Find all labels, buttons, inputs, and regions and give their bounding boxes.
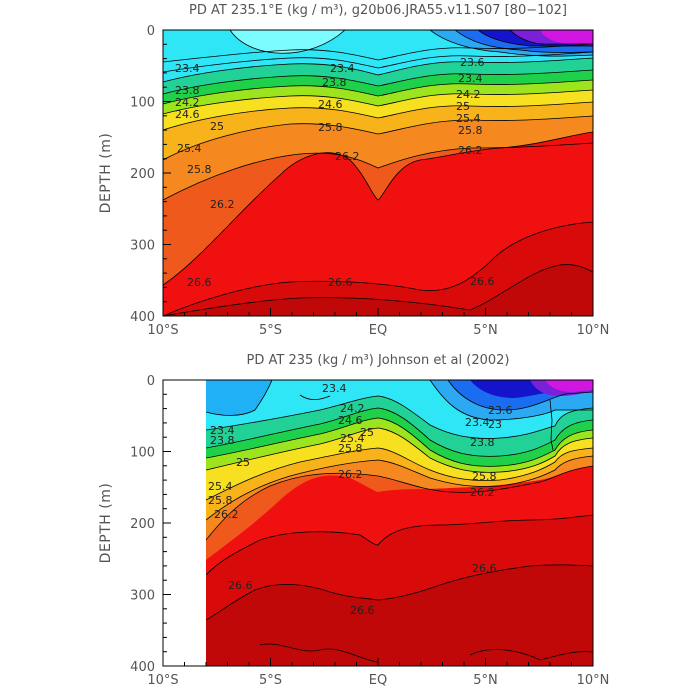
x-tick-label: 10°N (577, 673, 610, 688)
contour-label: 26.2 (338, 468, 363, 481)
contour-label: 23.6 (460, 56, 485, 69)
panel-top: PD AT 235.1°E (kg / m³), g20b06.JRA55.v1… (98, 3, 609, 338)
contour-label: 23.4 (175, 62, 200, 75)
panel-bottom-y-axis-label: DEPTH (m) (98, 483, 114, 564)
y-tick-label: 100 (130, 446, 155, 461)
panel-top-contour-labels: 23.4 23.4 23.6 23.8 23.8 24.2 24.6 24.6 … (175, 56, 495, 289)
band-light-blue-west (206, 380, 272, 416)
contour-label: 25.8 (208, 494, 233, 507)
x-tick-label: EQ (369, 323, 387, 338)
y-tick-label: 400 (130, 310, 155, 325)
contour-label: 26.6 (228, 579, 253, 592)
contour-label: 24.2 (456, 88, 481, 101)
contour-label: 25.8 (338, 442, 363, 455)
contour-label: 23 (488, 418, 502, 431)
x-tick-label: 5°N (473, 673, 498, 688)
panel-bottom-contourf: 23.4 23.4 23.4 23.8 23.8 24.2 24.6 25 25… (206, 380, 593, 666)
y-tick-label: 300 (130, 589, 155, 604)
panel-bottom-axes: 10°S 5°S EQ 5°N 10°N 0 100 200 300 400 (130, 374, 609, 688)
contour-label: 25.8 (472, 470, 497, 483)
contour-label: 25.8 (187, 163, 212, 176)
y-tick-label: 0 (147, 374, 155, 389)
contour-label: 25 (456, 100, 470, 113)
x-tick-label: 10°N (577, 323, 610, 338)
contour-label: 25.8 (458, 124, 483, 137)
panel-bottom-contour-lines (206, 380, 593, 663)
y-tick-label: 0 (147, 24, 155, 39)
x-tick-label: 5°S (259, 673, 282, 688)
contour-label: 23.6 (488, 404, 513, 417)
panel-bottom-contour-labels: 23.4 23.4 23.4 23.8 23.8 24.2 24.6 25 25… (208, 382, 513, 617)
contour-label: 23.8 (470, 436, 495, 449)
contour-label: 25.4 (340, 432, 365, 445)
x-tick-label: 10°S (147, 673, 178, 688)
band-darkest-red (163, 264, 593, 316)
band-fresh-pool (230, 30, 345, 54)
contour-label: 24.6 (318, 98, 343, 111)
y-tick-label: 300 (130, 239, 155, 254)
band-darkest-red (206, 564, 593, 666)
contour-label: 25.4 (208, 480, 233, 493)
contour-label: 26.2 (458, 144, 483, 157)
contour-label: 26.6 (470, 275, 495, 288)
x-tick-label: 5°N (473, 323, 498, 338)
contour-label: 26.6 (472, 562, 497, 575)
contour-label: 26.2 (470, 486, 495, 499)
y-tick-label: 100 (130, 96, 155, 111)
panel-top-y-axis-label: DEPTH (m) (98, 133, 114, 214)
contour-label: 24.6 (175, 108, 200, 121)
contour-label: 24.2 (175, 96, 200, 109)
contour-label: 24.6 (338, 414, 363, 427)
panel-top-axes: 10°S 5°S EQ 5°N 10°N 0 100 200 300 400 (130, 24, 609, 338)
panel-top-contour-lines (163, 30, 593, 316)
panel-top-contourf: 23.4 23.4 23.6 23.8 23.8 24.2 24.6 24.6 … (163, 30, 593, 316)
contour-label: 26.6 (350, 604, 375, 617)
contour-label: 25.4 (177, 142, 202, 155)
contour-label: 23.4 (330, 62, 355, 75)
band-violet (545, 380, 593, 392)
contour-label: 26.2 (335, 150, 360, 163)
contour-label: 25.8 (318, 121, 343, 134)
y-tick-label: 400 (130, 660, 155, 675)
contour-label: 23.4 (210, 424, 235, 437)
contour-label: 25.4 (456, 112, 481, 125)
contour-label: 23.4 (458, 72, 483, 85)
contour-label: 26.6 (328, 276, 353, 289)
contour-label: 25 (210, 120, 224, 133)
contour-label: 23.4 (465, 416, 490, 429)
contour-label: 25 (236, 456, 250, 469)
x-tick-label: EQ (369, 673, 387, 688)
contour-label: 26.6 (187, 276, 212, 289)
contour-label: 26.2 (210, 198, 235, 211)
band-deep-red (163, 222, 593, 316)
panel-bottom-title: PD AT 235 (kg / m³) Johnson et al (2002) (247, 353, 510, 368)
contour-label: 26.2 (214, 508, 239, 521)
contour-label: 23.8 (175, 84, 200, 97)
y-tick-label: 200 (130, 167, 155, 182)
contour-label: 24.2 (340, 402, 365, 415)
band-violet (540, 30, 593, 46)
contour-label: 25 (360, 426, 374, 439)
contour-label: 23.4 (322, 382, 347, 395)
contour-label: 23.8 (210, 434, 235, 447)
x-tick-label: 5°S (259, 323, 282, 338)
contour-label: 23.8 (322, 76, 347, 89)
y-tick-label: 200 (130, 517, 155, 532)
panel-top-title: PD AT 235.1°E (kg / m³), g20b06.JRA55.v1… (189, 3, 567, 18)
panel-bottom: PD AT 235 (kg / m³) Johnson et al (2002) (98, 353, 609, 688)
x-tick-label: 10°S (147, 323, 178, 338)
